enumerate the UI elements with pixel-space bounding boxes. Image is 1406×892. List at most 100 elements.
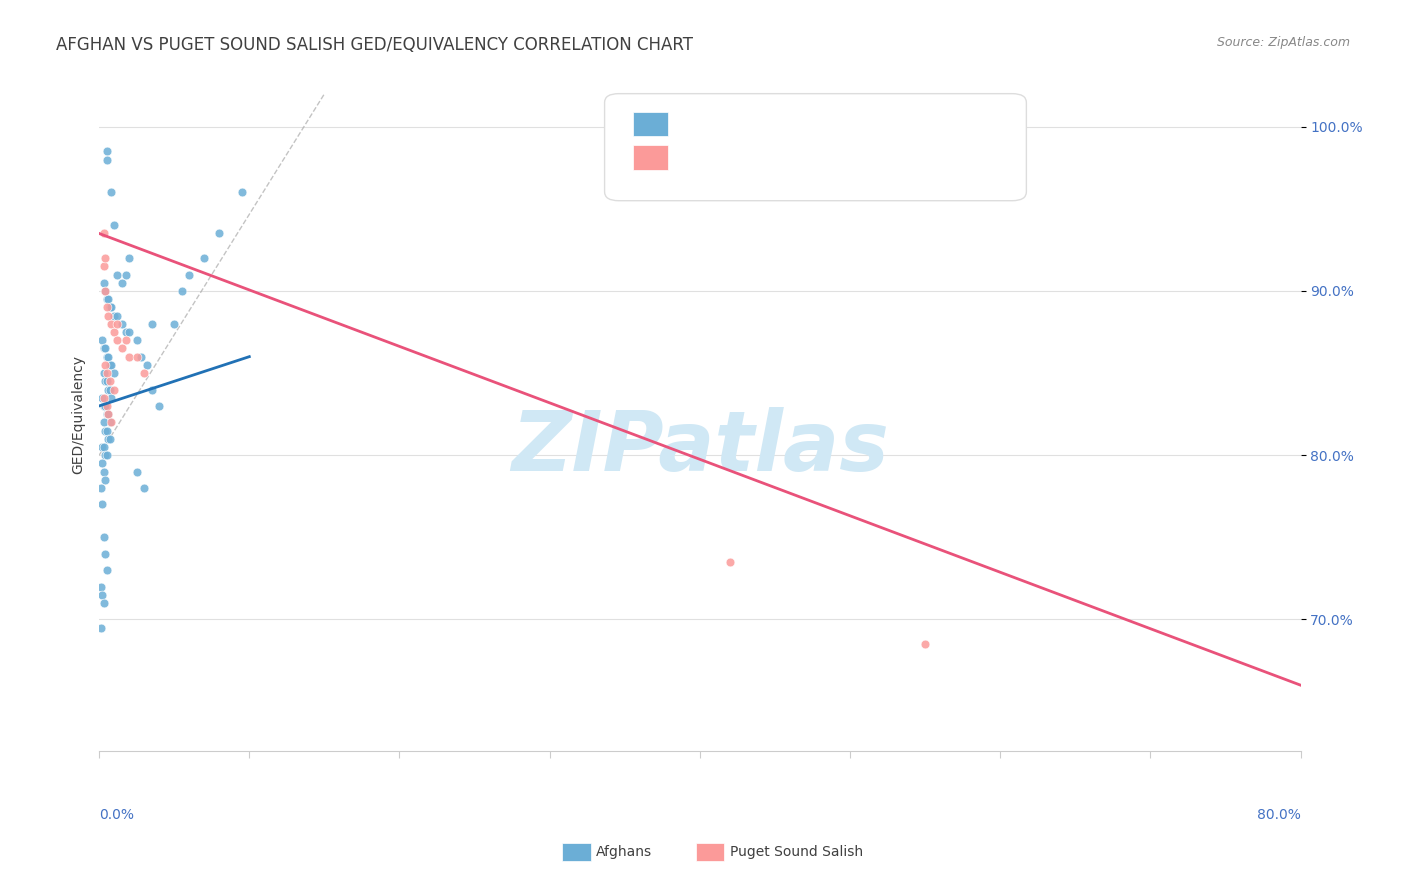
Point (97, 407, 120, 421)
Text: R =  0.210   N = 74: R = 0.210 N = 74 (678, 115, 851, 129)
Point (97, 350, 120, 364)
Point (914, 637, 936, 651)
Point (91, 498, 114, 512)
Point (179, 268, 201, 282)
Point (141, 383, 163, 397)
Text: AFGHAN VS PUGET SOUND SALISH GED/EQUIVALENCY CORRELATION CHART: AFGHAN VS PUGET SOUND SALISH GED/EQUIVAL… (56, 36, 693, 54)
Point (94, 284, 117, 298)
Point (129, 350, 152, 364)
Point (100, 391, 122, 405)
Point (100, 415, 122, 429)
Point (90, 481, 112, 495)
Text: Afghans: Afghans (596, 845, 652, 859)
Point (94, 358, 117, 372)
Point (125, 465, 148, 479)
Point (96, 399, 118, 413)
Point (96, 153, 118, 167)
Point (97, 432, 120, 446)
Point (96, 424, 118, 438)
Point (98, 415, 121, 429)
Point (163, 317, 186, 331)
Point (93, 366, 115, 380)
Point (96, 301, 118, 315)
Point (118, 325, 141, 339)
Point (97, 407, 120, 421)
Point (96, 448, 118, 462)
Point (111, 317, 134, 331)
Point (93, 276, 115, 290)
Point (100, 301, 122, 315)
Point (136, 358, 159, 372)
Point (100, 186, 122, 200)
Point (96, 145, 118, 159)
Point (105, 268, 128, 282)
Point (97, 309, 120, 323)
Point (103, 219, 125, 233)
Text: Source: ZipAtlas.com: Source: ZipAtlas.com (1216, 36, 1350, 49)
Point (231, 186, 253, 200)
Point (90, 580, 112, 594)
Point (93, 227, 115, 241)
Text: Puget Sound Salish: Puget Sound Salish (730, 845, 863, 859)
Point (111, 276, 134, 290)
Point (208, 227, 231, 241)
Point (718, 555, 741, 569)
Point (93, 399, 115, 413)
Point (118, 251, 141, 265)
Point (103, 383, 125, 397)
Point (96, 407, 118, 421)
Point (91, 440, 114, 454)
Point (93, 465, 115, 479)
Point (91, 457, 114, 471)
Point (94, 473, 117, 487)
Point (125, 350, 148, 364)
Point (134, 481, 156, 495)
Point (93, 415, 115, 429)
Point (91, 333, 114, 347)
Point (148, 399, 170, 413)
Point (94, 374, 117, 388)
Point (125, 333, 148, 347)
Point (170, 284, 193, 298)
Point (111, 342, 134, 356)
Point (103, 366, 125, 380)
Point (91, 391, 114, 405)
Point (98, 432, 121, 446)
Point (90, 621, 112, 635)
Point (96, 366, 118, 380)
Point (105, 309, 128, 323)
Point (96, 350, 118, 364)
Point (93, 342, 115, 356)
Point (105, 333, 128, 347)
Point (98, 358, 121, 372)
Point (98, 374, 121, 388)
Point (115, 333, 138, 347)
Point (93, 440, 115, 454)
Point (96, 563, 118, 577)
Point (103, 325, 125, 339)
Point (94, 284, 117, 298)
Point (97, 383, 120, 397)
Point (115, 325, 138, 339)
Point (100, 358, 122, 372)
Text: R = -0.746  N = 25: R = -0.746 N = 25 (678, 149, 842, 163)
Point (98, 301, 121, 315)
Point (134, 366, 156, 380)
Point (118, 350, 141, 364)
Point (100, 317, 122, 331)
Y-axis label: GED/Equivalency: GED/Equivalency (72, 355, 86, 474)
Point (94, 399, 117, 413)
Text: 80.0%: 80.0% (1257, 808, 1301, 822)
Point (96, 292, 118, 306)
Point (93, 596, 115, 610)
Point (103, 309, 125, 323)
Point (96, 374, 118, 388)
Point (94, 547, 117, 561)
Text: 0.0%: 0.0% (100, 808, 134, 822)
Point (94, 251, 117, 265)
Point (94, 424, 117, 438)
Point (93, 530, 115, 544)
Point (93, 260, 115, 274)
Text: ZIPatlas: ZIPatlas (510, 408, 889, 488)
Point (93, 391, 115, 405)
